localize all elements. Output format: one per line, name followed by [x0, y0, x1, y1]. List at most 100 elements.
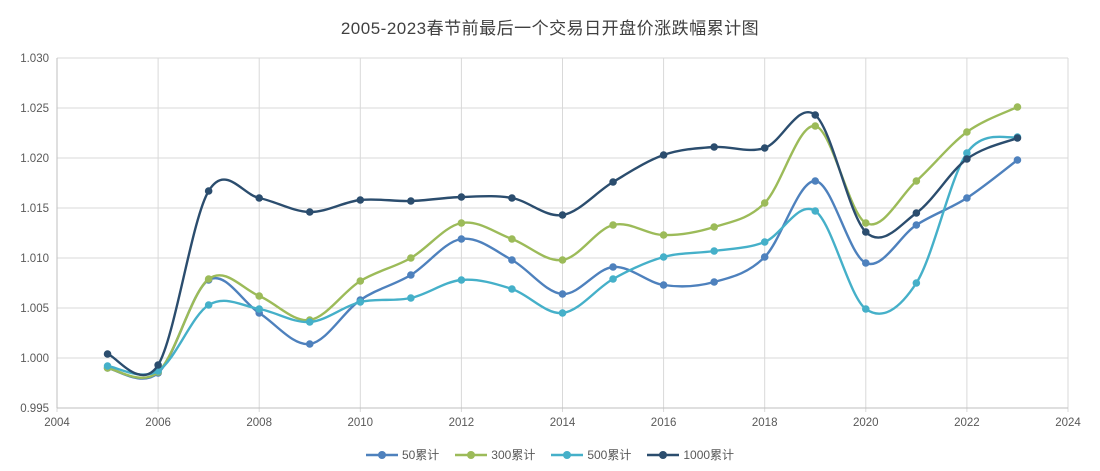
data-point-500累计 — [255, 305, 263, 313]
x-tick-label: 2020 — [853, 417, 879, 429]
data-point-1000累计 — [963, 155, 971, 163]
data-point-300累计 — [407, 254, 415, 262]
x-tick-label: 2008 — [246, 417, 272, 429]
data-point-50累计 — [811, 177, 820, 185]
data-point-300累计 — [457, 219, 466, 227]
data-point-50累计 — [710, 278, 718, 286]
data-point-500累计 — [609, 275, 617, 283]
data-point-500累计 — [407, 294, 415, 302]
data-point-300累计 — [356, 277, 365, 285]
y-tick-label: 1.000 — [20, 353, 49, 365]
chart-title: 2005-2023春节前最后一个交易日开盘价涨跌幅累计图 — [340, 19, 760, 38]
data-point-300累计 — [760, 199, 769, 207]
data-point-300累计 — [558, 256, 567, 264]
x-tick-label: 2010 — [348, 417, 374, 429]
data-point-500累计 — [760, 238, 769, 246]
data-point-300累计 — [811, 122, 820, 130]
data-point-300累计 — [862, 219, 870, 227]
data-point-300累计 — [1013, 103, 1022, 111]
data-point-50累计 — [760, 253, 769, 261]
data-point-500累计 — [305, 318, 314, 326]
y-tick-label: 1.025 — [20, 103, 49, 115]
data-point-50累计 — [457, 235, 466, 243]
data-point-300累计 — [912, 177, 921, 185]
data-point-1000累计 — [1013, 134, 1022, 142]
y-tick-label: 1.010 — [20, 253, 49, 265]
data-point-1000累计 — [609, 178, 617, 186]
data-point-500累计 — [508, 285, 516, 293]
data-point-300累计 — [659, 231, 668, 239]
data-point-1000累计 — [103, 350, 112, 358]
legend-marker-icon — [647, 450, 680, 459]
legend-label: 50累计 — [401, 448, 440, 462]
legend-label: 500累计 — [587, 448, 632, 462]
data-point-500累计 — [558, 309, 567, 317]
data-point-1000累计 — [912, 209, 921, 217]
legend-label: 300累计 — [491, 448, 536, 462]
data-point-300累计 — [710, 223, 718, 231]
data-point-50累计 — [912, 221, 921, 229]
data-point-1000累计 — [154, 361, 162, 369]
data-point-500累计 — [204, 301, 213, 309]
x-tick-label: 2012 — [449, 417, 475, 429]
data-point-50累计 — [609, 263, 617, 271]
data-point-500累计 — [356, 298, 365, 306]
data-point-300累计 — [204, 275, 213, 283]
data-point-300累计 — [963, 128, 971, 136]
data-point-1000累计 — [760, 144, 769, 152]
data-point-500累计 — [710, 247, 718, 255]
y-tick-label: 1.005 — [20, 303, 49, 315]
legend-item-1000累计: 1000累计 — [647, 446, 734, 463]
y-tick-label: 1.020 — [20, 153, 49, 165]
data-point-500累计 — [862, 305, 870, 313]
plot-area: 0.995 1.000 1.005 1.010 1.015 1.020 1.025 1.030… — [20, 53, 1081, 429]
x-tick-label: 2016 — [651, 417, 677, 429]
data-point-50累计 — [659, 281, 668, 289]
legend-marker-icon — [455, 450, 488, 459]
data-point-1000累计 — [508, 194, 516, 202]
data-point-1000累计 — [710, 143, 718, 151]
data-point-1000累计 — [862, 228, 870, 236]
data-point-1000累计 — [255, 194, 263, 202]
data-point-1000累计 — [356, 196, 365, 204]
data-point-500累计 — [912, 279, 921, 287]
data-point-500累计 — [103, 362, 112, 370]
data-point-1000累计 — [558, 211, 567, 219]
legend-item-50累计: 50累计 — [365, 446, 440, 463]
data-point-300累计 — [508, 235, 516, 243]
data-point-1000累计 — [811, 111, 820, 119]
data-point-1000累计 — [457, 193, 466, 201]
data-point-500累计 — [811, 207, 820, 215]
data-point-50累计 — [1013, 156, 1022, 164]
data-point-50累计 — [862, 259, 870, 267]
data-point-50累计 — [558, 290, 567, 298]
data-point-1000累计 — [305, 208, 314, 216]
legend-marker-icon — [551, 450, 584, 459]
x-tick-label: 2014 — [550, 417, 576, 429]
data-point-50累计 — [963, 194, 971, 202]
data-point-500累计 — [457, 276, 466, 284]
data-point-500累计 — [659, 253, 668, 261]
data-point-1000累计 — [407, 197, 415, 205]
data-point-300累计 — [609, 221, 617, 229]
data-point-300累计 — [255, 292, 263, 300]
legend-item-300累计: 300累计 — [455, 446, 535, 463]
y-tick-label: 1.030 — [20, 53, 49, 65]
y-tick-label: 1.015 — [20, 203, 49, 215]
data-point-1000累计 — [204, 187, 213, 195]
x-tick-label: 2024 — [1055, 417, 1081, 429]
data-point-50累计 — [508, 256, 516, 264]
data-point-50累计 — [407, 271, 415, 279]
legend-item-500累计: 500累计 — [551, 446, 631, 463]
data-point-50累计 — [305, 340, 314, 348]
legend-label: 1000累计 — [683, 448, 735, 462]
data-point-1000累计 — [659, 151, 668, 159]
legend-marker-icon — [365, 450, 398, 459]
x-tick-label: 2004 — [44, 417, 70, 429]
x-tick-label: 2022 — [954, 417, 980, 429]
x-tick-label: 2018 — [752, 417, 778, 429]
x-tick-label: 2006 — [145, 417, 171, 429]
data-point-500累计 — [963, 149, 971, 157]
legend: 50累计 300累计 500累计 1000累计 — [0, 446, 1100, 463]
